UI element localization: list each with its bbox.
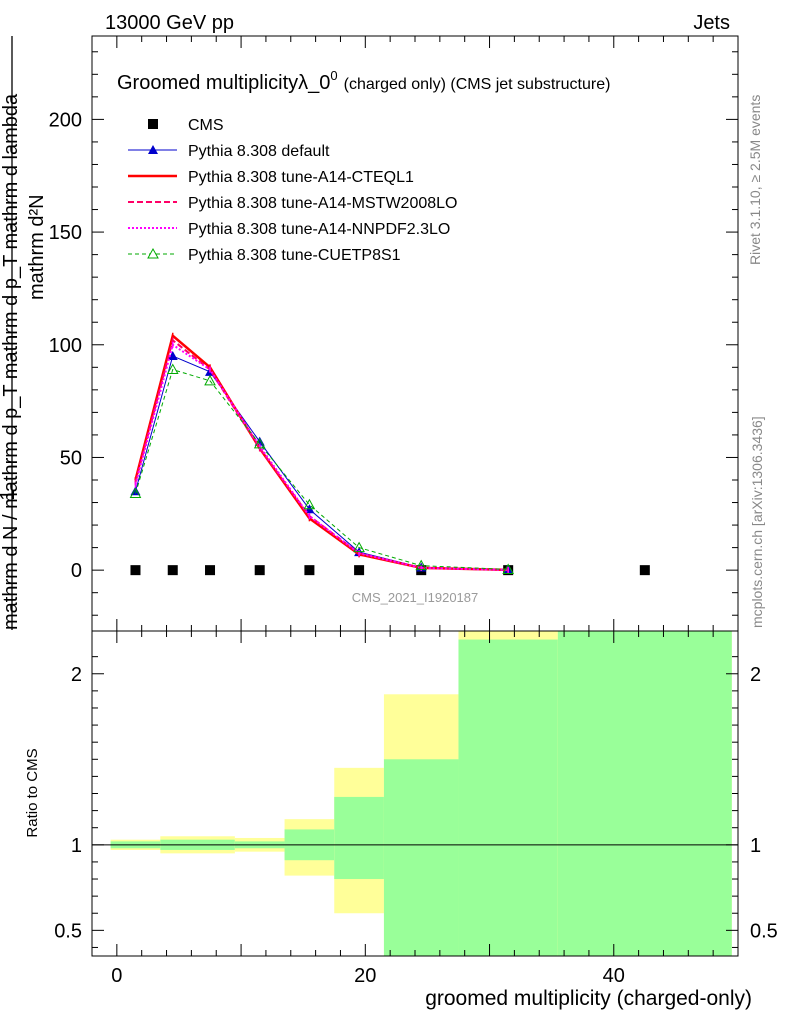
ratio-y-axis-label: Ratio to CMS	[24, 748, 41, 837]
legend-entry-4: Pythia 8.308 tune-A14-NNPDF2.3LO	[128, 221, 450, 238]
ratio-y-tick-label-right: 2	[750, 664, 761, 686]
series-marker	[253, 437, 266, 449]
series-2	[134, 332, 509, 573]
cms-data-point	[639, 565, 650, 576]
main-y-ticks: 0 50 100 150 200	[49, 51, 738, 616]
series-line	[134, 333, 509, 572]
series-1	[130, 351, 514, 574]
series-line	[134, 355, 509, 571]
ratio-y-tick-label-right: 1	[750, 835, 761, 857]
legend-entry-0: CMS	[148, 117, 224, 134]
series-marker	[204, 374, 216, 386]
series-5	[129, 363, 515, 574]
series-3	[134, 337, 509, 573]
main-y-tick-label: 100	[49, 335, 82, 357]
series-marker	[129, 487, 142, 499]
series-layer	[129, 332, 650, 576]
series-4	[134, 341, 509, 573]
main-x-ticks	[116, 36, 739, 631]
header-right: Jets	[693, 12, 730, 34]
series-line	[134, 343, 509, 571]
main-y-tick-label: 150	[49, 222, 82, 244]
legend-entry-1: Pythia 8.308 default	[128, 143, 330, 160]
ratio-y-tick-label: 2	[71, 664, 82, 686]
ratio-band-green	[383, 759, 459, 956]
x-tick-label: 20	[354, 965, 376, 987]
legend-marker	[148, 119, 158, 129]
legend-marker	[148, 145, 158, 154]
y-axis-label-numerator: mathrm d²N	[26, 194, 48, 300]
legend-label: Pythia 8.308 default	[188, 143, 330, 160]
cms-data-point	[130, 565, 141, 576]
series-marker	[167, 351, 178, 361]
y-axis-label-one: 1	[0, 489, 19, 500]
mcplots-info: mcplots.cern.ch [arXiv:1306.3436]	[749, 416, 765, 628]
main-y-tick-label: 0	[71, 560, 82, 582]
ratio-band-green	[334, 796, 384, 880]
y-axis-label-denominator: mathrm d N / mathrm d p_T mathrm d p_T m…	[0, 93, 22, 630]
cms-data-point	[205, 565, 216, 576]
legend-entry-5: Pythia 8.308 tune-CUETP8S1	[128, 247, 401, 264]
series-marker	[166, 363, 179, 375]
rivet-info: Rivet 3.1.10, ≥ 2.5M events	[747, 95, 763, 265]
legend-label: Pythia 8.308 tune-A14-NNPDF2.3LO	[188, 221, 450, 238]
cms-data-point	[167, 565, 178, 576]
legend-label: Pythia 8.308 tune-A14-MSTW2008LO	[188, 195, 457, 212]
legend-entry-3: Pythia 8.308 tune-A14-MSTW2008LO	[128, 195, 457, 212]
plot-title-suffix: (charged only) (CMS jet substructure)	[344, 76, 611, 93]
x-axis-label: groomed multiplicity (charged-only)	[425, 987, 752, 1010]
header-left: 13000 GeV pp	[105, 12, 234, 34]
legend-label: Pythia 8.308 tune-CUETP8S1	[188, 247, 401, 264]
ratio-band-green	[557, 631, 732, 956]
x-tick-label: 0	[111, 965, 122, 987]
series-marker	[502, 563, 515, 574]
ratio-y-tick-label: 0.5	[54, 920, 82, 942]
ratio-bands	[110, 631, 732, 956]
main-y-tick-label: 50	[60, 447, 82, 469]
series-line	[135, 368, 509, 570]
legend-label: CMS	[188, 117, 224, 134]
legend: CMS Pythia 8.308 default Pythia 8.308 tune…	[128, 117, 457, 264]
analysis-watermark: CMS_2021_I1920187	[352, 590, 479, 605]
cms-data-point	[254, 565, 265, 576]
legend-label: Pythia 8.308 tune-A14-CTEQL1	[188, 169, 414, 186]
ratio-band-green	[458, 639, 558, 956]
ratio-y-ticks: 0.5 0.5 1 1 2 2	[54, 656, 778, 948]
legend-marker	[147, 247, 159, 259]
plot-title-sup: 0	[330, 68, 337, 83]
series-marker	[415, 559, 428, 571]
x-tick-label: 40	[603, 965, 625, 987]
ratio-x-ticks: 0 20 40	[111, 631, 739, 987]
plot-title: Groomed multiplicityλ_00 (charged only) (…	[117, 68, 610, 94]
cms-data-point	[354, 565, 365, 576]
series-0	[130, 565, 650, 576]
series-marker	[353, 541, 365, 553]
cms-data-point	[304, 565, 315, 576]
ratio-y-tick-label: 1	[71, 835, 82, 857]
plot-title-main: Groomed multiplicityλ_0	[117, 72, 330, 94]
series-marker	[303, 498, 316, 510]
ratio-y-tick-label-right: 0.5	[750, 920, 778, 942]
main-y-tick-label: 200	[49, 109, 82, 131]
legend-entry-2: Pythia 8.308 tune-A14-CTEQL1	[128, 169, 414, 186]
